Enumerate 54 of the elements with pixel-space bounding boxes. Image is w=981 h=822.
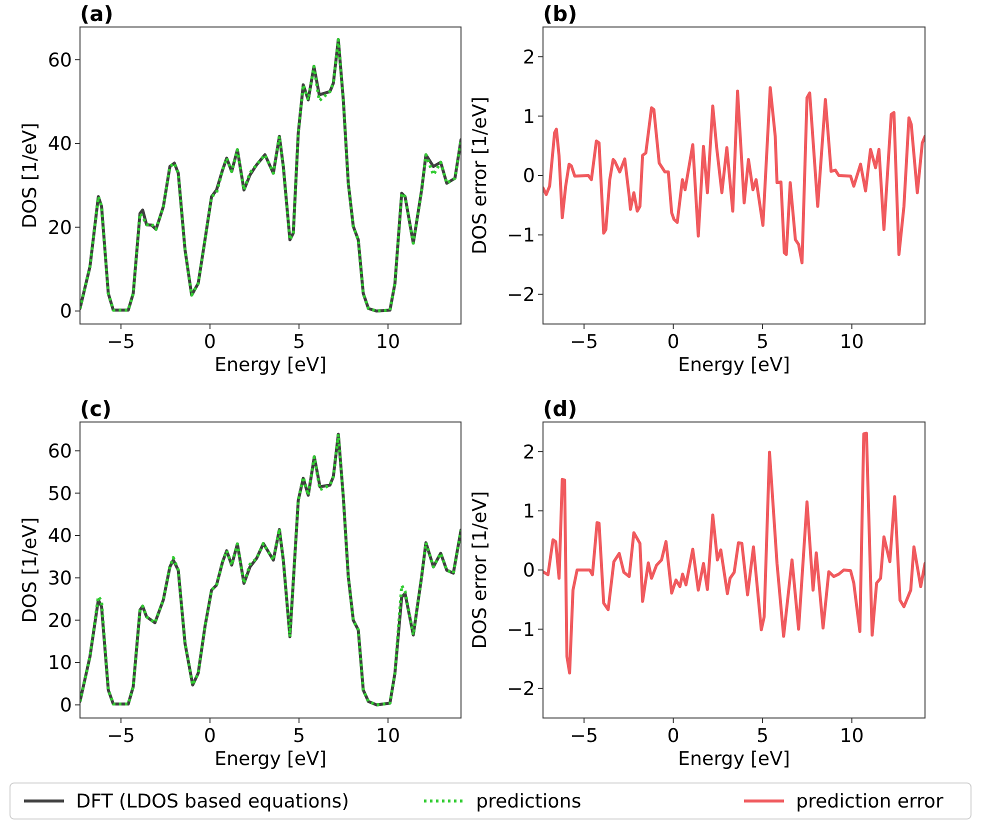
x-tick-label: 0 xyxy=(667,725,680,747)
y-tick-label: 40 xyxy=(48,133,72,156)
y-tick-label: −1 xyxy=(506,224,535,247)
y-tick-label: 20 xyxy=(48,216,72,239)
x-axis-title: Energy [eV] xyxy=(214,354,327,376)
chart-title: (d) xyxy=(543,397,578,421)
x-tick-label: 5 xyxy=(756,725,769,747)
x-tick-label: 0 xyxy=(667,331,680,353)
y-tick-label: 1 xyxy=(522,106,535,128)
line-series xyxy=(543,86,925,264)
y-axis-title: DOS error [1/eV] xyxy=(469,491,491,649)
chart-title: (b) xyxy=(543,2,578,26)
y-tick-label: 50 xyxy=(48,482,72,505)
chart-title: (a) xyxy=(80,2,114,26)
legend-label: prediction error xyxy=(796,790,944,813)
y-axis-title: DOS error [1/eV] xyxy=(469,96,491,254)
x-tick-label: 5 xyxy=(292,331,306,353)
y-tick-label: 2 xyxy=(522,441,535,464)
y-tick-label: 40 xyxy=(48,525,72,548)
x-tick-label: −5 xyxy=(106,725,135,747)
x-tick-label: −5 xyxy=(570,331,598,353)
x-axis-title: Energy [eV] xyxy=(678,354,790,376)
chart-title: (c) xyxy=(80,397,112,421)
y-tick-label: 0 xyxy=(60,300,72,323)
x-tick-label: 0 xyxy=(204,331,216,353)
line-series xyxy=(543,432,925,675)
x-tick-label: 10 xyxy=(376,725,400,747)
y-tick-label: 0 xyxy=(522,560,535,582)
legend-label: DFT (LDOS based equations) xyxy=(76,790,350,813)
legend-label: predictions xyxy=(476,790,582,813)
x-tick-label: −5 xyxy=(106,331,135,353)
y-tick-label: 0 xyxy=(522,165,535,188)
y-axis-title: DOS [1/eV] xyxy=(19,122,41,228)
x-tick-label: 5 xyxy=(292,725,306,747)
y-tick-label: −1 xyxy=(506,618,535,641)
y-tick-label: 0 xyxy=(60,694,72,717)
x-axis-title: Energy [eV] xyxy=(678,748,790,770)
y-tick-label: 20 xyxy=(48,610,72,632)
x-tick-label: 10 xyxy=(376,331,400,353)
x-tick-label: 5 xyxy=(756,331,769,353)
y-tick-label: 1 xyxy=(522,500,535,522)
y-tick-label: 2 xyxy=(522,46,535,68)
y-tick-label: −2 xyxy=(506,284,535,306)
x-axis-title: Energy [eV] xyxy=(214,748,327,770)
x-tick-label: −5 xyxy=(570,725,598,747)
y-tick-label: 10 xyxy=(48,652,72,674)
y-tick-label: 60 xyxy=(48,49,72,72)
x-tick-label: 10 xyxy=(840,331,864,353)
y-tick-label: 60 xyxy=(48,440,72,462)
y-tick-label: 30 xyxy=(48,567,72,590)
y-tick-label: −2 xyxy=(506,678,535,700)
x-tick-label: 0 xyxy=(204,725,216,747)
y-axis-title: DOS [1/eV] xyxy=(19,517,41,623)
x-tick-label: 10 xyxy=(840,725,864,747)
